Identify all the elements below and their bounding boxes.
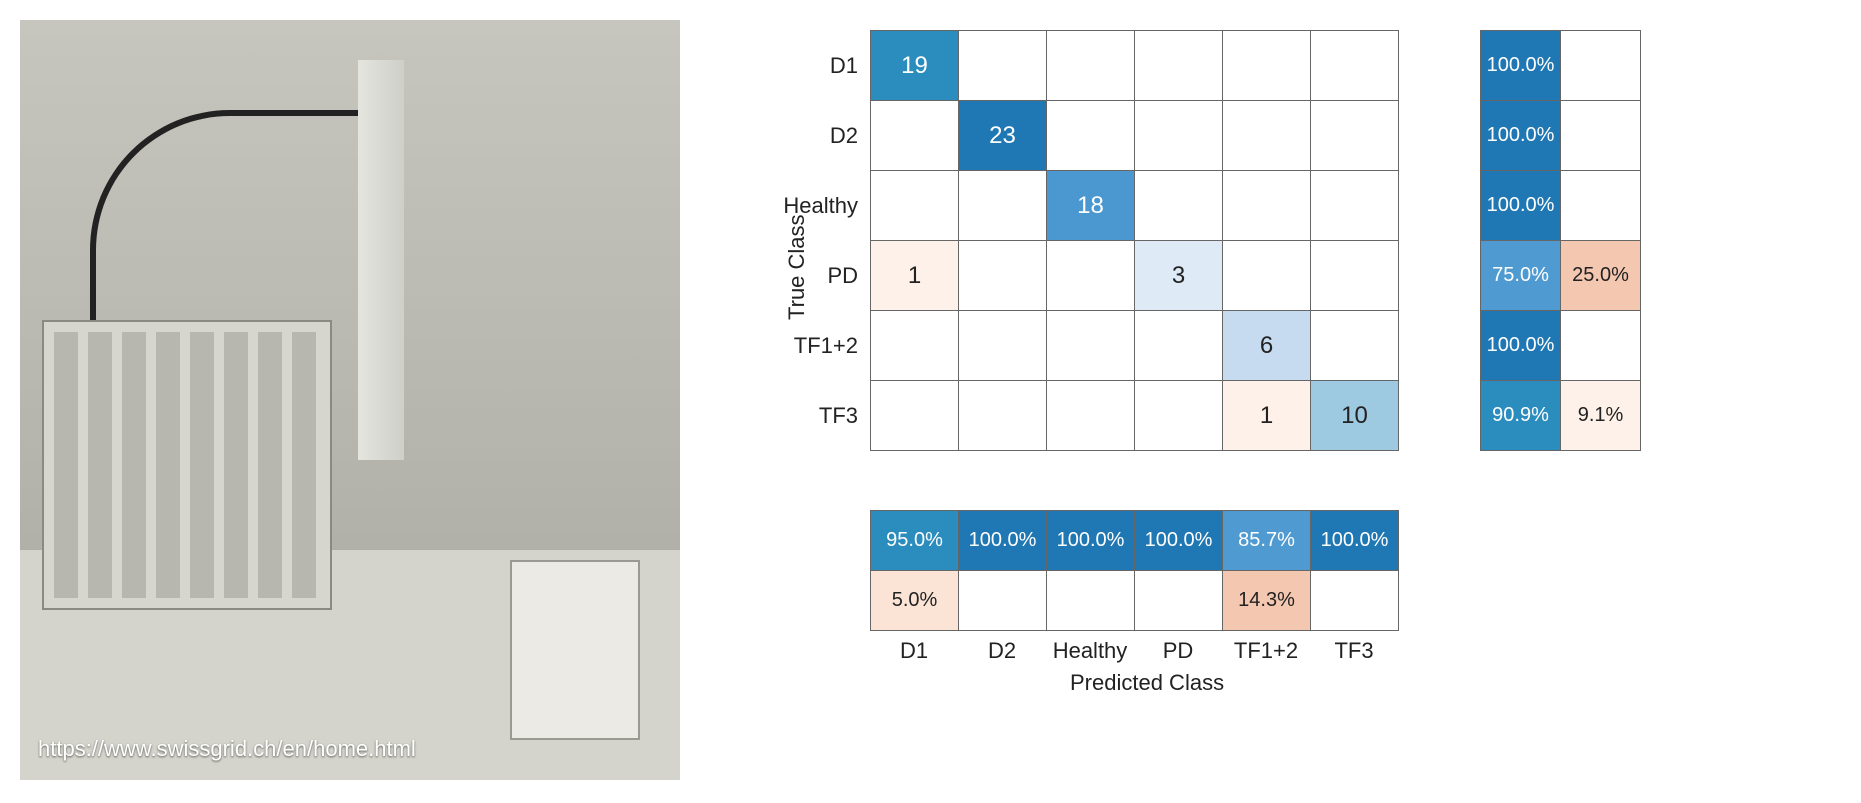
row-label: Healthy [740, 193, 858, 219]
matrix-cell: 3 [1135, 241, 1223, 311]
matrix-cell [1047, 241, 1135, 311]
matrix-cell [871, 311, 959, 381]
matrix-cell [1311, 171, 1399, 241]
matrix-cell: 25.0% [1561, 241, 1641, 311]
matrix-cell [1047, 101, 1135, 171]
matrix-cell [1135, 171, 1223, 241]
matrix-cell: 14.3% [1223, 571, 1311, 631]
matrix-cell [1135, 31, 1223, 101]
row-label: PD [740, 263, 858, 289]
matrix-cell [1223, 171, 1311, 241]
matrix-cell [871, 171, 959, 241]
row-label: TF3 [740, 403, 858, 429]
matrix-cell: 23 [959, 101, 1047, 171]
recall-summary-matrix: 100.0%100.0%100.0%75.0%25.0%100.0%90.9%9… [1480, 30, 1641, 451]
matrix-cell: 1 [1223, 381, 1311, 451]
matrix-cell [959, 381, 1047, 451]
matrix-cell [1223, 241, 1311, 311]
matrix-cell [1135, 381, 1223, 451]
matrix-cell [1047, 381, 1135, 451]
matrix-cell [1135, 311, 1223, 381]
matrix-cell: 18 [1047, 171, 1135, 241]
matrix-cell: 100.0% [1135, 511, 1223, 571]
matrix-cell [959, 241, 1047, 311]
matrix-cell [1561, 31, 1641, 101]
matrix-cell: 90.9% [1481, 381, 1561, 451]
matrix-cell [1223, 101, 1311, 171]
matrix-cell [1561, 311, 1641, 381]
matrix-cell: 100.0% [959, 511, 1047, 571]
matrix-cell: 95.0% [871, 511, 959, 571]
col-label: Healthy [1046, 638, 1134, 664]
matrix-cell [1135, 571, 1223, 631]
matrix-cell: 75.0% [1481, 241, 1561, 311]
row-label: TF1+2 [740, 333, 858, 359]
matrix-cell [1135, 101, 1223, 171]
matrix-cell [871, 381, 959, 451]
matrix-cell [1561, 171, 1641, 241]
confusion-matrix-panel: True Class D1D2HealthyPDTF1+2TF3 1923181… [740, 20, 1840, 780]
col-label: D1 [870, 638, 958, 664]
matrix-cell [1047, 311, 1135, 381]
row-label: D2 [740, 123, 858, 149]
matrix-cell [1311, 311, 1399, 381]
matrix-cell: 100.0% [1481, 101, 1561, 171]
matrix-cell: 6 [1223, 311, 1311, 381]
matrix-cell [1311, 241, 1399, 311]
matrix-cell: 100.0% [1481, 171, 1561, 241]
matrix-cell [1047, 31, 1135, 101]
col-label: TF1+2 [1222, 638, 1310, 664]
matrix-cell: 85.7% [1223, 511, 1311, 571]
matrix-cell [1311, 571, 1399, 631]
matrix-cell [871, 101, 959, 171]
row-label: D1 [740, 53, 858, 79]
matrix-cell [1311, 101, 1399, 171]
matrix-cell: 100.0% [1481, 311, 1561, 381]
x-axis-label: Predicted Class [1070, 670, 1224, 696]
matrix-cell: 10 [1311, 381, 1399, 451]
matrix-cell: 19 [871, 31, 959, 101]
matrix-cell [959, 31, 1047, 101]
matrix-cell [959, 171, 1047, 241]
matrix-cell [959, 311, 1047, 381]
matrix-cell [1047, 571, 1135, 631]
matrix-cell [1311, 31, 1399, 101]
precision-summary-matrix: 95.0%100.0%100.0%100.0%85.7%100.0%5.0%14… [870, 510, 1399, 631]
matrix-cell [959, 571, 1047, 631]
matrix-cell: 9.1% [1561, 381, 1641, 451]
matrix-cell: 100.0% [1047, 511, 1135, 571]
photo-placeholder: https://www.swissgrid.ch/en/home.html [20, 20, 680, 780]
photo-caption: https://www.swissgrid.ch/en/home.html [38, 736, 416, 762]
col-label: PD [1134, 638, 1222, 664]
col-label: TF3 [1310, 638, 1398, 664]
matrix-cell: 100.0% [1481, 31, 1561, 101]
matrix-cell: 100.0% [1311, 511, 1399, 571]
confusion-matrix: 192318136110 [870, 30, 1399, 451]
matrix-cell [1561, 101, 1641, 171]
matrix-cell [1223, 31, 1311, 101]
matrix-cell: 1 [871, 241, 959, 311]
matrix-cell: 5.0% [871, 571, 959, 631]
col-label: D2 [958, 638, 1046, 664]
